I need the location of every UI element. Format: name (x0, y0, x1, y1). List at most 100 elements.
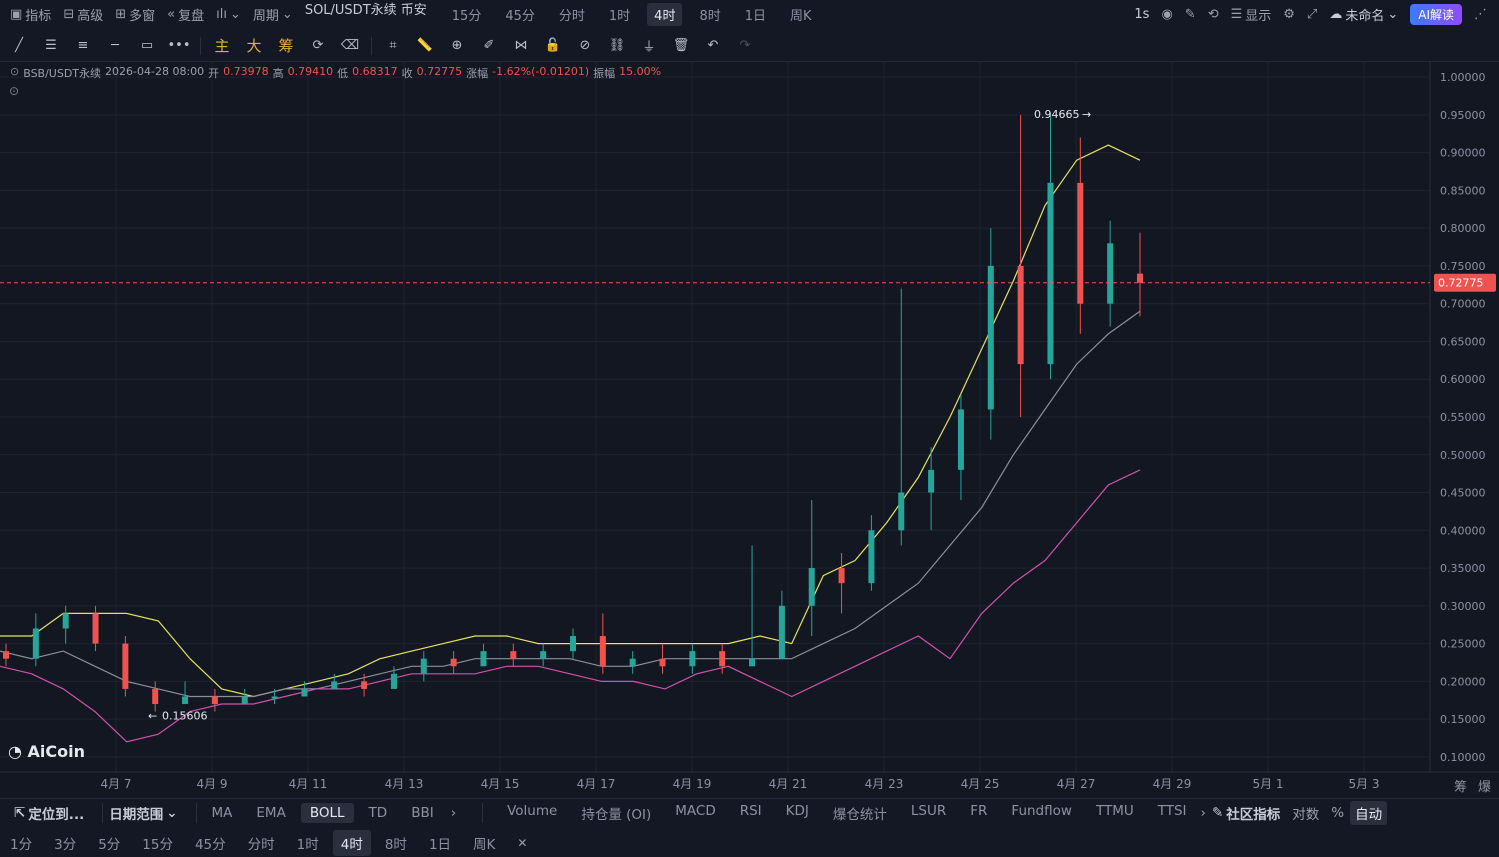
main-ind-4[interactable]: BBI (411, 804, 434, 821)
community-button[interactable]: ✎ 社区指标 (1211, 804, 1281, 823)
y-tick-label: 0.25000 (1440, 638, 1486, 651)
indicator-button[interactable]: ▣ 指标 (10, 6, 52, 24)
bottom-tf-3[interactable]: 15分 (142, 836, 173, 853)
multiwin-button[interactable]: ⊞ 多窗 (115, 6, 156, 24)
display-button[interactable]: ☰ 显示 (1230, 6, 1272, 24)
refresh-rate[interactable]: 1s (1134, 6, 1150, 22)
high-arrow: → (1082, 108, 1091, 121)
camera-icon[interactable]: ◉ (1161, 6, 1173, 22)
zoom-icon[interactable]: ⊕ (451, 38, 463, 53)
sub-ind-9[interactable]: TTMU (1095, 802, 1134, 819)
settings-icon[interactable]: ⚙ (1283, 6, 1295, 22)
bottom-tf-10[interactable]: 周K (473, 836, 496, 853)
layout-dropdown[interactable]: ☁ 未命名 ⌄ (1329, 6, 1399, 24)
sub-ind-0[interactable]: Volume (507, 802, 558, 819)
advanced-button[interactable]: ⊟ 高级 (63, 6, 104, 24)
lock-icon[interactable]: 🔓 (544, 38, 562, 53)
current-price-tag (1434, 273, 1496, 292)
boll-mid-line (0, 310, 1141, 698)
sub-ind-1[interactable]: 持仓量 (OI) (581, 806, 652, 823)
candle-body (928, 469, 935, 493)
bottom-tf-2[interactable]: 5分 (98, 836, 121, 853)
chart-area[interactable]: 1.00000 0.95000 0.90000 0.85000 0.80000 0.750… (0, 62, 1499, 796)
tab-tf-2[interactable]: 分时 (558, 8, 585, 24)
advanced-icon: ⊟ (63, 6, 75, 22)
tab-tf-4[interactable]: 4时 (647, 2, 683, 26)
period-dropdown[interactable]: 周期 ⌄ (252, 6, 293, 24)
main-ind-0[interactable]: MA (211, 804, 233, 821)
undo-icon[interactable]: ↶ (707, 38, 719, 53)
hide-icon[interactable]: ⊘ (579, 38, 591, 53)
sub-ind-7[interactable]: FR (970, 802, 988, 819)
log-toggle[interactable]: 对数 (1292, 806, 1320, 823)
percent-toggle[interactable]: % (1331, 804, 1345, 821)
sub-ind-4[interactable]: KDJ (785, 802, 809, 819)
fullscreen-icon[interactable]: ⤢ (1306, 6, 1318, 22)
tab-tf-0[interactable]: 15分 (451, 8, 482, 24)
big-order-button[interactable]: 大 (246, 37, 262, 55)
main-ind-1[interactable]: EMA (256, 804, 286, 821)
daterange-dropdown[interactable]: 日期范围 ⌄ (109, 804, 178, 823)
bottom-tf-6[interactable]: 1时 (296, 836, 319, 853)
tab-tf-6[interactable]: 1日 (744, 8, 767, 24)
crop-icon[interactable]: ⌗ (389, 38, 397, 53)
bottom-tf-7[interactable]: 4时 (332, 829, 371, 856)
main-ind-2[interactable]: BOLL (300, 802, 354, 823)
magnet-icon[interactable]: ⋈ (514, 38, 528, 53)
redo-icon[interactable]: ↷ (739, 38, 751, 53)
sub-ind-8[interactable]: Fundflow (1011, 802, 1072, 819)
bottom-tf-5[interactable]: 分时 (247, 836, 275, 853)
tab-tf-7[interactable]: 周K (790, 8, 812, 24)
link-icon[interactable]: ⛓ (608, 38, 626, 53)
line-tool-icon[interactable]: ╱ (15, 38, 23, 53)
filter-icon[interactable]: ⏚ (642, 40, 656, 55)
sub-ind-10[interactable]: TTSI (1157, 802, 1187, 819)
main-indicators: MA EMA BOLL TD BBI (203, 802, 443, 823)
hlines-tool-icon[interactable]: ≡ (77, 38, 89, 53)
auto-toggle[interactable]: 自动 (1350, 800, 1388, 825)
share-icon[interactable]: ⋰ (1474, 6, 1487, 22)
ruler-icon[interactable]: 📏 (416, 38, 434, 53)
sync-icon[interactable]: ⟳ (312, 38, 324, 53)
close-icon[interactable]: ✕ (517, 835, 528, 850)
tab-tf-1[interactable]: 45分 (505, 8, 535, 24)
chip-button[interactable]: 筹 (278, 37, 294, 55)
chevron-right-icon[interactable]: › (1200, 804, 1206, 821)
parallel-tool-icon[interactable]: ☰ (45, 38, 57, 53)
tab-tf-3[interactable]: 1时 (608, 8, 631, 24)
more-tools-icon[interactable]: ••• (167, 38, 191, 53)
expand-icon[interactable]: ⊙ (9, 84, 20, 98)
eraser-icon[interactable]: ⌫ (340, 38, 360, 53)
bottom-tf-8[interactable]: 8时 (384, 836, 407, 853)
replay-button[interactable]: «复盘 (167, 6, 205, 24)
chevron-right-icon[interactable]: › (450, 804, 457, 821)
sub-ind-2[interactable]: MACD (675, 802, 716, 819)
sub-ind-3[interactable]: RSI (739, 802, 762, 819)
chip-side-label[interactable]: 筹 (1454, 780, 1468, 795)
bottom-tf-0[interactable]: 1分 (10, 836, 33, 853)
y-tick-label: 0.95000 (1440, 109, 1486, 122)
collapse-icon[interactable]: ⊙ (10, 65, 20, 78)
main-ind-3[interactable]: TD (368, 804, 388, 821)
sub-ind-5[interactable]: 爆仓统计 (832, 806, 887, 823)
sub-ind-6[interactable]: LSUR (910, 802, 947, 819)
hline-tool-icon[interactable]: ─ (111, 38, 119, 53)
pen-icon[interactable]: ✎ (1184, 6, 1196, 22)
chart-type-button[interactable]: ılı ⌄ (216, 7, 241, 22)
x-tick-label: 4月 9 (196, 777, 227, 791)
rect-tool-icon[interactable]: ▭ (140, 38, 154, 53)
bottom-tf-1[interactable]: 3分 (54, 836, 77, 853)
brush-icon[interactable]: ✐ (483, 38, 495, 53)
y-tick-label: 0.35000 (1440, 562, 1486, 575)
liq-side-label[interactable]: 爆 (1478, 780, 1492, 795)
main-force-button[interactable]: 主 (214, 37, 230, 55)
tab-tf-5[interactable]: 8时 (699, 8, 721, 24)
replay-icon[interactable]: ⟲ (1207, 6, 1219, 22)
y-tick-label: 0.90000 (1440, 147, 1486, 160)
trash-icon[interactable]: 🗑 (672, 38, 690, 53)
locate-button[interactable]: ⇱ 定位到... (14, 804, 85, 823)
bottom-tf-4[interactable]: 45分 (194, 836, 226, 853)
bottom-tf-9[interactable]: 1日 (428, 836, 452, 853)
candlestick-chart[interactable]: 1.00000 0.95000 0.90000 0.85000 0.80000 0.750… (0, 62, 1499, 796)
ai-button[interactable]: AI解读 (1410, 3, 1462, 25)
